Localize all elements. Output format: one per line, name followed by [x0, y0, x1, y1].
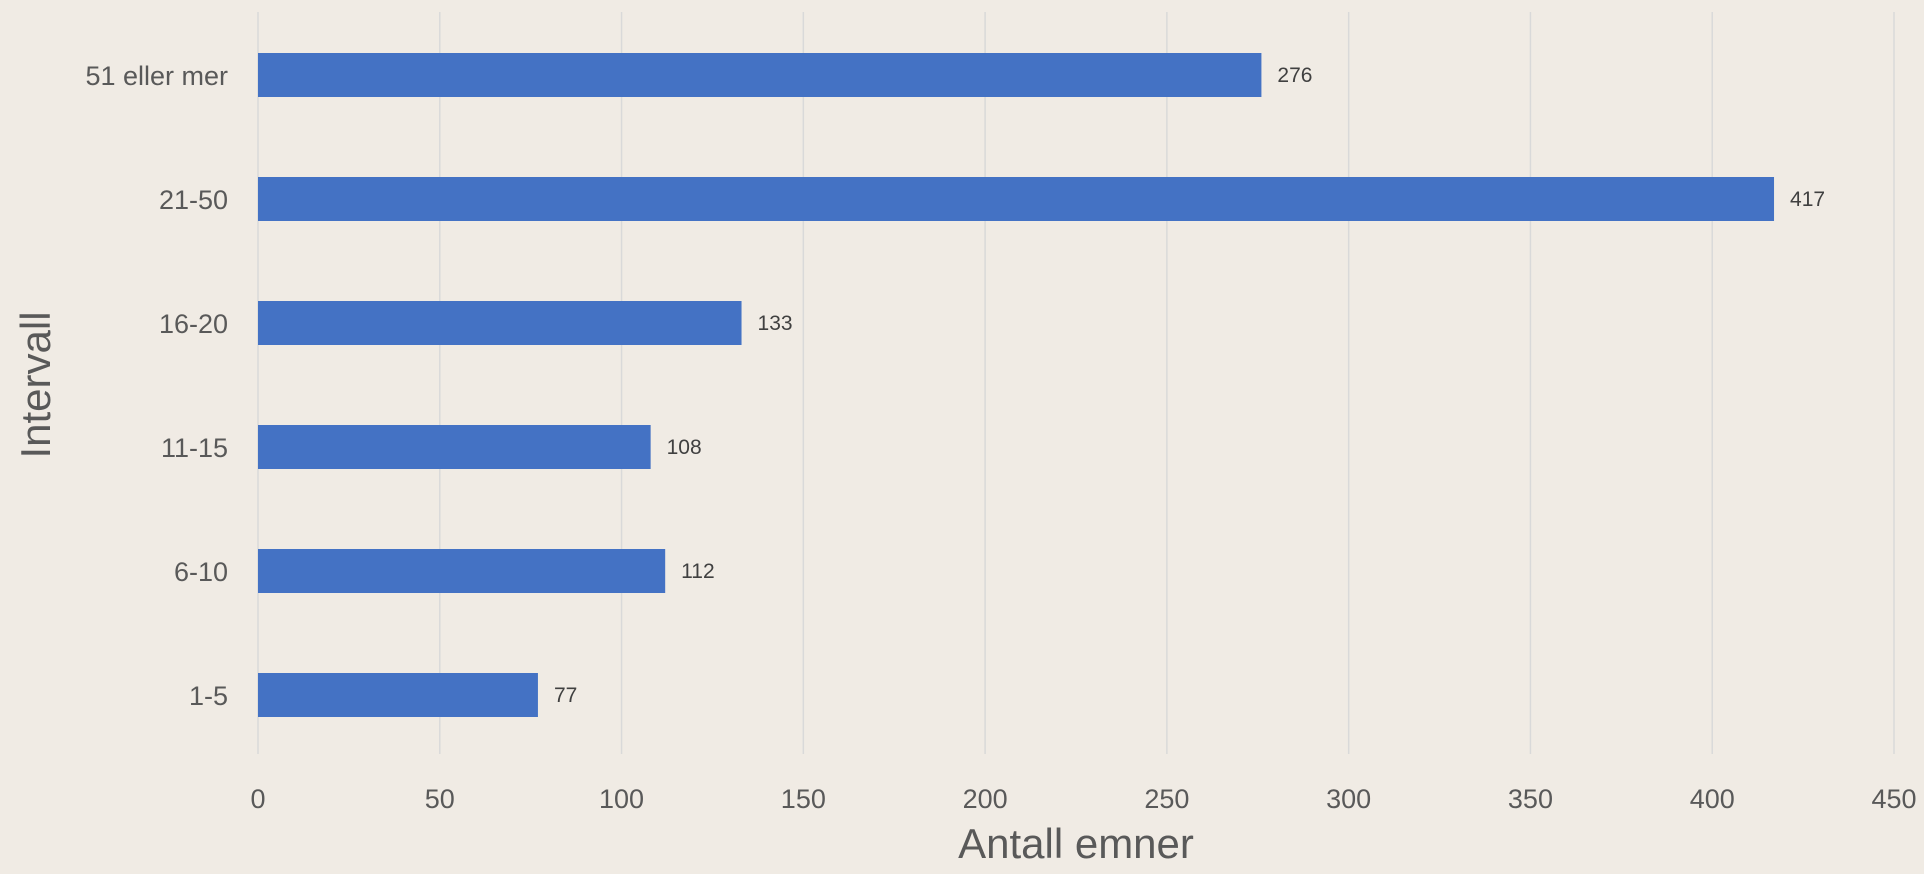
- y-axis-title: Intervall: [12, 311, 59, 458]
- x-tick-label: 400: [1690, 784, 1735, 814]
- x-tick-label: 50: [425, 784, 455, 814]
- y-tick-label: 16-20: [159, 309, 228, 339]
- data-label: 108: [667, 436, 702, 459]
- x-tick-label: 100: [599, 784, 644, 814]
- bar: [258, 673, 538, 717]
- bar: [258, 177, 1775, 221]
- y-axis-tick-labels: 1-5 6-10 11-15 16-20 21-50 51 eller mer: [85, 61, 228, 711]
- bar: [258, 301, 742, 345]
- y-tick-label: 6-10: [174, 557, 228, 587]
- y-tick-label: 21-50: [159, 185, 228, 215]
- data-label: 276: [1277, 64, 1312, 87]
- y-tick-label: 11-15: [161, 433, 228, 463]
- gridlines: [257, 12, 1895, 754]
- bar: [258, 53, 1262, 97]
- y-tick-label: 1-5: [189, 681, 228, 711]
- y-tick-label: 51 eller mer: [85, 61, 228, 91]
- data-label: 77: [554, 684, 577, 707]
- bar: [258, 549, 666, 593]
- x-axis-tick-labels: 0 50 100 150 200 250 300 350 400 450: [250, 784, 1916, 814]
- x-tick-label: 200: [963, 784, 1008, 814]
- x-tick-label: 0: [250, 784, 265, 814]
- data-label: 133: [758, 312, 793, 335]
- data-label: 112: [681, 560, 714, 583]
- data-label: 417: [1790, 188, 1825, 211]
- data-labels: 77 112 108 133 417 276: [554, 64, 1825, 707]
- bar: [258, 425, 651, 469]
- x-tick-label: 150: [781, 784, 826, 814]
- x-tick-label: 450: [1871, 784, 1916, 814]
- x-tick-label: 350: [1508, 784, 1553, 814]
- x-tick-label: 250: [1144, 784, 1189, 814]
- x-tick-label: 300: [1326, 784, 1371, 814]
- x-axis-title: Antall emner: [958, 820, 1194, 867]
- bars: [258, 53, 1775, 717]
